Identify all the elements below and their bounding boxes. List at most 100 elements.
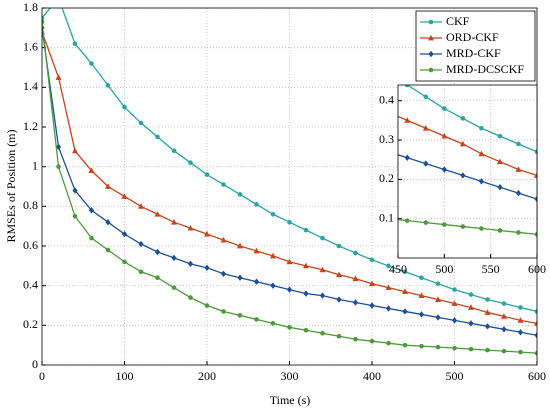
marker (369, 302, 375, 309)
marker (303, 227, 309, 233)
marker (517, 329, 524, 336)
marker (478, 178, 484, 185)
marker (419, 343, 424, 349)
marker (204, 172, 210, 177)
marker (122, 259, 127, 265)
marker (485, 347, 490, 353)
marker (534, 172, 537, 178)
marker (138, 203, 144, 209)
marker (428, 19, 434, 25)
marker (237, 242, 243, 249)
marker (534, 332, 537, 339)
marker (485, 297, 490, 302)
marker (320, 330, 325, 336)
marker (138, 240, 144, 248)
x-tick-label: 600 (528, 262, 546, 276)
marker (56, 164, 61, 169)
marker (484, 323, 491, 330)
y-tick-label: 1.8 (23, 0, 38, 14)
marker (138, 269, 144, 275)
marker (155, 134, 160, 140)
inset-area (398, 85, 537, 258)
marker (42, 15, 45, 21)
marker (287, 325, 292, 330)
y-tick-label: 0.4 (379, 92, 394, 106)
marker (303, 327, 309, 333)
marker (518, 349, 523, 355)
marker (204, 303, 210, 308)
marker (319, 266, 326, 273)
marker (386, 263, 391, 269)
marker (497, 133, 503, 139)
marker (253, 278, 260, 285)
x-tick-label: 550 (482, 262, 500, 276)
marker (428, 34, 434, 41)
marker (534, 309, 537, 314)
marker (105, 247, 111, 253)
marker (154, 248, 161, 256)
marker (418, 292, 425, 298)
marker (497, 184, 503, 191)
marker (353, 336, 358, 342)
x-tick-label: 500 (446, 369, 464, 383)
marker (452, 345, 457, 351)
marker (435, 314, 441, 321)
y-tick-label: 0.2 (379, 171, 394, 185)
x-tick-label: 500 (435, 262, 453, 276)
marker (402, 342, 408, 348)
marker (534, 149, 537, 155)
marker (89, 235, 94, 241)
marker (72, 41, 78, 46)
y-tick-label: 1 (32, 158, 38, 172)
marker (404, 154, 410, 161)
series-group (398, 85, 537, 237)
marker (501, 301, 507, 306)
marker (187, 260, 194, 268)
marker (428, 67, 434, 73)
marker (423, 220, 429, 225)
y-axis-label: RMSEs of Position (m) (4, 129, 18, 242)
marker (220, 236, 227, 243)
marker (336, 271, 342, 278)
marker (187, 224, 194, 231)
marker (515, 189, 522, 197)
marker (404, 117, 411, 123)
marker (385, 305, 392, 312)
marker (516, 141, 521, 147)
marker (55, 74, 62, 80)
y-tick-label: 0.3 (379, 132, 394, 146)
y-tick-label: 0.6 (23, 238, 38, 252)
marker (478, 150, 485, 157)
marker (419, 275, 424, 281)
marker (402, 269, 408, 275)
marker (501, 348, 507, 354)
marker (42, 19, 45, 25)
marker (204, 230, 210, 237)
legend-label: MRD-DCSCKF (446, 62, 524, 76)
marker (220, 270, 227, 277)
marker (188, 295, 193, 300)
marker (270, 282, 276, 289)
legend-label: CKF (446, 14, 470, 28)
marker (460, 116, 466, 121)
marker (319, 292, 326, 299)
x-tick-label: 400 (363, 369, 381, 383)
marker (254, 202, 259, 207)
marker (404, 218, 410, 223)
x-tick-label: 0 (39, 369, 45, 383)
marker (154, 211, 161, 217)
marker (460, 172, 466, 179)
marker (468, 292, 474, 297)
marker (402, 308, 408, 315)
y-tick-label: 0.1 (379, 210, 394, 224)
marker (270, 211, 276, 217)
legend-label: ORD-CKF (446, 30, 499, 44)
marker (221, 182, 226, 187)
marker (534, 350, 537, 356)
marker (171, 285, 177, 290)
marker (155, 275, 160, 281)
marker (138, 120, 144, 126)
marker (435, 281, 441, 286)
marker (237, 274, 243, 281)
marker (518, 305, 523, 310)
